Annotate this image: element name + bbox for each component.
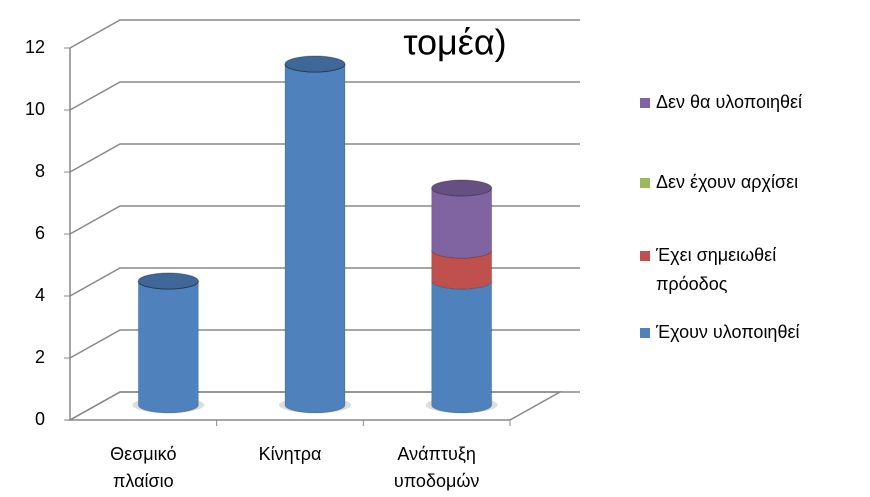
y-tick-label: 8 [35, 161, 45, 181]
legend-label: Δεν έχουν αρχίσει [656, 172, 798, 192]
cylinder-segment [431, 280, 493, 414]
legend-swatch [640, 98, 650, 108]
x-tick-label: Ανάπτυξη υποδομών [394, 444, 479, 491]
grid-line [69, 81, 580, 111]
legend-label: Έχει σημειωθεί πρόοδος [655, 245, 776, 294]
grid-line [69, 143, 580, 173]
y-tick-label: 10 [25, 99, 45, 119]
grid-line [69, 205, 580, 235]
grid-line [69, 329, 580, 359]
cylinder-segment [284, 63, 346, 414]
grid-line [69, 267, 580, 297]
y-tick-label: 6 [35, 223, 45, 243]
cylinder-top [284, 55, 346, 73]
legend-swatch [640, 178, 650, 188]
x-tick-label: Θεσμικό πλαίσιο [110, 444, 176, 491]
cylinder-segment [137, 280, 199, 414]
legend-label: Έχουν υλοποιηθεί [655, 322, 799, 342]
chart-title: τομέα) [403, 22, 506, 63]
legend-label: Δεν θα υλοποιηθεί [656, 92, 802, 112]
grid-line [69, 19, 580, 49]
cylinder-top [137, 272, 199, 290]
cylinder-top [431, 179, 493, 197]
y-tick-label: 12 [25, 37, 45, 57]
legend-swatch [640, 251, 650, 261]
y-tick-label: 4 [35, 285, 45, 305]
y-tick-label: 2 [35, 347, 45, 367]
x-tick-label: Κίνητρα [259, 444, 322, 464]
y-tick-label: 0 [35, 409, 45, 429]
legend-swatch [640, 328, 650, 338]
cylinder-segment [431, 187, 493, 259]
